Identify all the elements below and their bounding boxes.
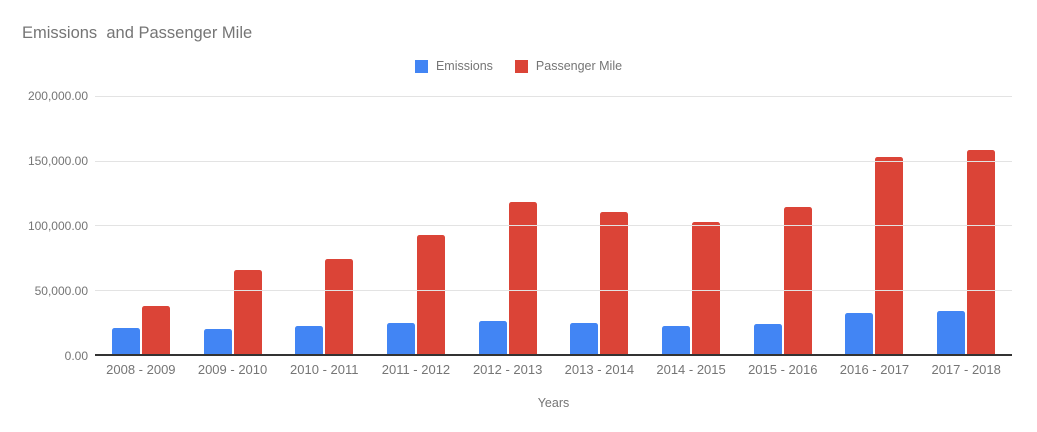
bar-emissions[interactable] (203, 328, 232, 354)
bar-passenger-mile[interactable] (141, 305, 170, 354)
bar-group (95, 96, 187, 354)
bar-emissions[interactable] (753, 324, 782, 354)
bar-group (920, 96, 1012, 354)
y-axis-tick-label: 200,000.00 (27, 89, 88, 103)
bar-group (187, 96, 279, 354)
bar-emissions[interactable] (386, 323, 415, 354)
bar-emissions[interactable] (295, 326, 324, 354)
bar-group (554, 96, 646, 354)
y-axis-tick-label: 100,000.00 (27, 219, 88, 233)
bar-group (462, 96, 554, 354)
passenger-mile-swatch-icon (514, 59, 528, 73)
x-axis-tick-label: 2015 - 2016 (748, 362, 818, 377)
bar-passenger-mile[interactable] (875, 157, 904, 354)
bar-emissions[interactable] (845, 313, 874, 354)
gridline (95, 96, 1012, 97)
bar-passenger-mile[interactable] (508, 201, 537, 354)
gridline (95, 289, 1012, 291)
plot-area (95, 96, 1012, 356)
legend-label: Passenger Mile (535, 59, 623, 73)
chart-title: Emissions and Passenger Mile (22, 24, 253, 42)
gridline (95, 225, 1012, 226)
emissions-swatch-icon (414, 59, 428, 73)
x-axis: 2008 - 2009 2009 - 2010 2010 - 2011 2011 - … (95, 362, 1012, 377)
y-axis-tick-label: 0.00 (64, 349, 88, 363)
x-axis-tick-label: 2013 - 2014 (564, 362, 635, 377)
bar-passenger-mile[interactable] (233, 270, 262, 354)
x-axis-tick-label: 2010 - 2011 (290, 362, 359, 377)
gridline (95, 160, 1012, 162)
bar-group (737, 96, 829, 354)
legend-item-emissions[interactable]: Emissions (414, 59, 493, 73)
bar-passenger-mile[interactable] (967, 149, 996, 354)
x-axis-tick-label: 2011 - 2012 (381, 362, 451, 377)
y-axis: 0.00 50,000.00 100,000.00 150,000.00 200,000… (0, 89, 88, 363)
bar-group (645, 96, 737, 354)
bar-emissions[interactable] (662, 325, 691, 354)
bar-emissions[interactable] (570, 323, 599, 354)
bar-passenger-mile[interactable] (325, 258, 354, 354)
x-axis-title: Years (537, 396, 570, 410)
bar-emissions[interactable] (937, 310, 966, 354)
x-axis-tick-label: 2017 - 2018 (931, 362, 1001, 377)
x-axis-tick-label: 2008 - 2009 (106, 362, 176, 377)
bar-emissions[interactable] (478, 321, 507, 354)
legend-item-passenger-mile[interactable]: Passenger Mile (514, 59, 623, 73)
bar-group (829, 96, 921, 354)
y-axis-tick-label: 150,000.00 (27, 154, 88, 168)
bar-passenger-mile[interactable] (600, 212, 629, 354)
bar-passenger-mile[interactable] (692, 222, 721, 354)
x-axis-tick-label: 2009 - 2010 (197, 362, 268, 377)
bar-group (370, 96, 462, 354)
bar-passenger-mile[interactable] (783, 206, 812, 354)
x-axis-tick-label: 2014 - 2015 (656, 362, 726, 377)
legend-label: Emissions (435, 59, 493, 73)
legend: Emissions Passenger Mile (0, 59, 1037, 73)
bar-emissions[interactable] (111, 328, 140, 354)
bar-passenger-mile[interactable] (416, 235, 445, 354)
bars-row (95, 96, 1012, 354)
bar-group (278, 96, 370, 354)
y-axis-tick-label: 50,000.00 (34, 284, 88, 298)
x-axis-tick-label: 2016 - 2017 (839, 362, 910, 377)
x-axis-tick-label: 2012 - 2013 (472, 362, 543, 377)
